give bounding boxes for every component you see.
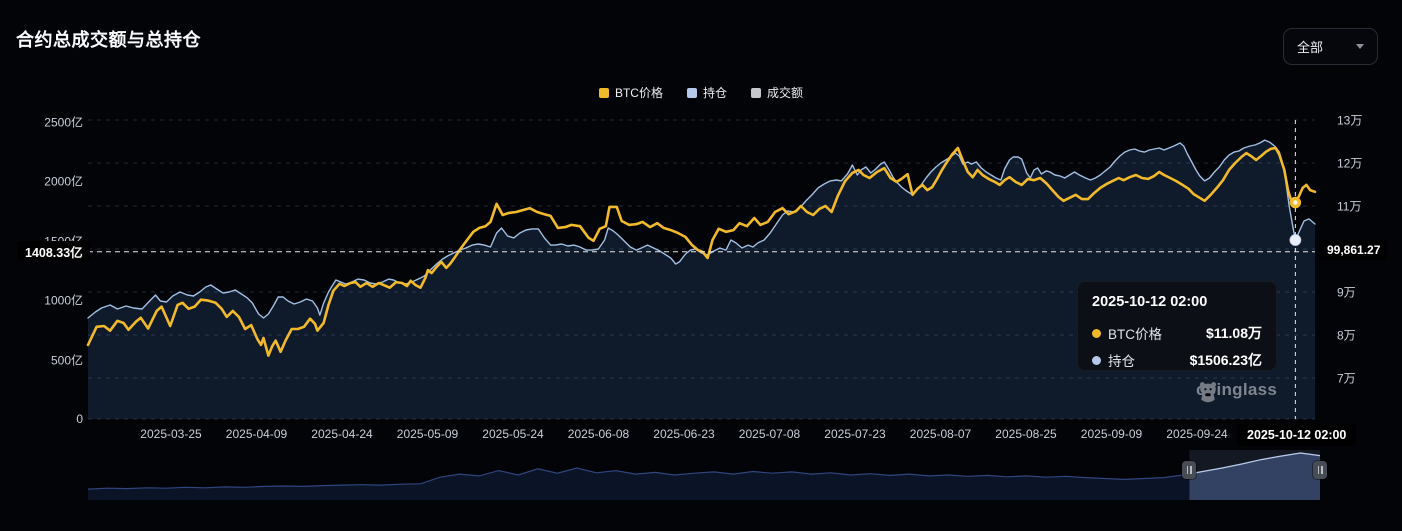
legend-label: 持仓 bbox=[702, 86, 727, 100]
volume-swatch-icon bbox=[751, 87, 761, 98]
tooltip-title: 2025-10-12 02:00 bbox=[1092, 294, 1208, 310]
navigator-selection-line bbox=[1189, 452, 1321, 475]
tooltip-row-value: $11.08万 bbox=[1205, 325, 1262, 341]
legend: BTC价格 持仓 成交额 bbox=[0, 84, 1402, 101]
axis-tick-label: 7万 bbox=[1337, 371, 1356, 386]
tooltip-row-btc-price: BTC价格 $11.08万 bbox=[1092, 323, 1262, 343]
watermark-text: coinglass bbox=[1196, 380, 1278, 399]
tooltip-row-open-interest: 持仓 $1506.23亿 bbox=[1092, 350, 1262, 370]
axis-tick-label: 11万 bbox=[1337, 199, 1362, 214]
axis-tick-label: 13万 bbox=[1337, 113, 1363, 128]
axis-tick-label: 2025-09-09 bbox=[1080, 427, 1143, 441]
chevron-down-icon bbox=[1356, 44, 1364, 49]
axis-tick-label: 2025-06-08 bbox=[567, 427, 630, 441]
crosshair-left-axis-label: 1408.33亿 bbox=[18, 241, 90, 261]
axis-tick-label: 2500亿 bbox=[44, 115, 83, 130]
btc-price-dot-icon bbox=[1092, 328, 1101, 338]
axis-tick-label: 500亿 bbox=[50, 353, 83, 368]
axis-tick-label: 9万 bbox=[1337, 285, 1356, 300]
btc-price-line bbox=[86, 146, 1317, 357]
gridlines bbox=[88, 119, 1315, 420]
axis-tick-label: 2025-04-24 bbox=[311, 427, 373, 441]
crosshair-x-axis-label: 2025-10-12 02:00 bbox=[1237, 424, 1357, 446]
navigator-area bbox=[88, 453, 1320, 500]
axis-tick-label: 2025-03-25 bbox=[140, 427, 202, 441]
btc-price-marker-dot bbox=[1289, 196, 1302, 209]
navigator-left-handle[interactable] bbox=[1182, 461, 1197, 479]
open-interest-line bbox=[87, 139, 1316, 319]
navigator-selection-area bbox=[1189, 453, 1320, 500]
legend-label: 成交额 bbox=[767, 86, 804, 100]
legend-item-volume[interactable]: 成交额 bbox=[751, 84, 803, 101]
navigator-selection[interactable] bbox=[1189, 450, 1320, 500]
coinglass-logo-icon bbox=[1199, 382, 1217, 403]
range-select-value: 全部 bbox=[1297, 40, 1324, 55]
open-interest-area bbox=[88, 140, 1315, 419]
navigator-right-handle[interactable] bbox=[1313, 461, 1327, 479]
axis-tick-label: 2025-05-09 bbox=[396, 427, 459, 441]
watermark: coinglass bbox=[1196, 380, 1278, 403]
navigator-line bbox=[87, 452, 1321, 490]
axis-tick-label: 0 bbox=[76, 412, 83, 426]
axis-tick-label: 2025-08-25 bbox=[995, 427, 1057, 441]
navigator[interactable] bbox=[87, 450, 1321, 500]
crosshair-right-axis-label: 99,861.27 bbox=[1320, 240, 1388, 260]
legend-label: BTC价格 bbox=[614, 86, 663, 100]
axis-tick-label: 2025-04-09 bbox=[225, 427, 288, 441]
tooltip: 2025-10-12 02:00 BTC价格 $11.08万 持仓 $1506.… bbox=[1077, 281, 1277, 371]
axis-tick-label: 2025-05-24 bbox=[482, 427, 544, 441]
open-interest-swatch-icon bbox=[686, 87, 697, 98]
tooltip-row-label: 持仓 bbox=[1108, 354, 1135, 369]
tooltip-row-label: BTC价格 bbox=[1108, 327, 1162, 342]
axis-tick-label: 2025-07-08 bbox=[738, 427, 801, 441]
page-title: 合约总成交额与总持仓 bbox=[16, 30, 201, 50]
open-interest-dot-icon bbox=[1092, 355, 1101, 365]
open-interest-marker-dot bbox=[1289, 234, 1302, 247]
btc-price-swatch-icon bbox=[598, 87, 609, 98]
axis-tick-label: 1000亿 bbox=[44, 293, 83, 308]
legend-item-btc-price[interactable]: BTC价格 bbox=[598, 84, 663, 101]
axis-tick-label: 8万 bbox=[1337, 328, 1356, 343]
axis-tick-label: 2025-07-23 bbox=[824, 427, 886, 441]
axis-tick-label: 12万 bbox=[1337, 156, 1363, 171]
axis-tick-label: 2025-08-07 bbox=[909, 427, 972, 441]
range-select[interactable]: 全部 bbox=[1283, 28, 1378, 65]
axis-tick-label: 2025-06-23 bbox=[653, 427, 715, 441]
axis-tick-label: 2025-09-24 bbox=[1166, 427, 1228, 441]
legend-item-open-interest[interactable]: 持仓 bbox=[686, 84, 727, 101]
axis-tick-label: 2000亿 bbox=[44, 174, 83, 189]
tooltip-row-value: $1506.23亿 bbox=[1189, 352, 1262, 368]
